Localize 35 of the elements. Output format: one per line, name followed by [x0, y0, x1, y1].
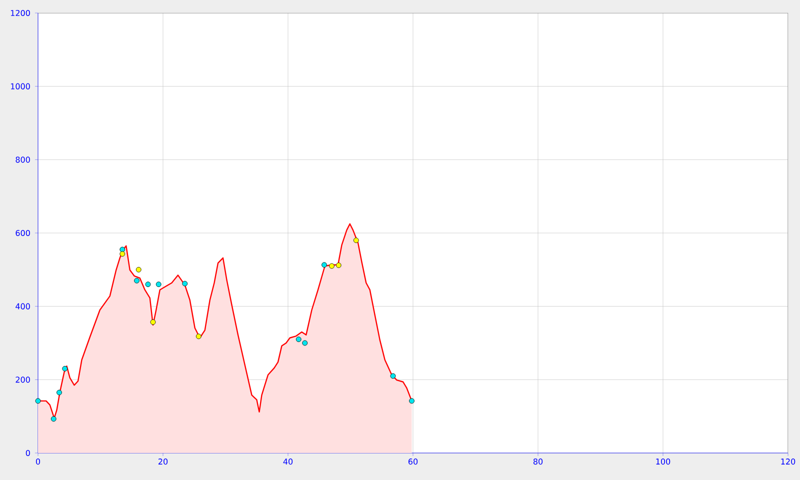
y-tick-label: 400	[16, 303, 30, 310]
point	[156, 282, 162, 288]
x-tick-label: 100	[656, 458, 670, 465]
point	[120, 246, 126, 252]
point	[182, 280, 188, 286]
point	[409, 398, 414, 404]
point	[120, 251, 126, 257]
point	[196, 334, 202, 340]
point	[145, 282, 151, 288]
point	[136, 266, 142, 272]
point	[302, 340, 308, 346]
y-tick-label: 200	[16, 376, 30, 383]
y-tick-label: 600	[16, 230, 30, 236]
point	[134, 278, 140, 284]
point	[56, 390, 62, 396]
point	[329, 263, 334, 269]
y-tick-label: 1000	[10, 83, 30, 90]
x-tick-label: 80	[533, 458, 543, 465]
point	[296, 336, 302, 342]
y-tick-label: 1200	[10, 10, 30, 16]
point	[150, 319, 156, 325]
point	[390, 373, 396, 379]
point	[353, 238, 359, 244]
point	[62, 366, 68, 372]
x-tick-label: 0	[36, 458, 40, 465]
point	[336, 262, 342, 268]
x-tick-label: 20	[158, 458, 168, 465]
point	[322, 262, 327, 268]
y-tick-label: 0	[26, 450, 30, 456]
point	[50, 416, 56, 422]
point	[35, 398, 41, 404]
y-tick-label: 800	[16, 156, 30, 163]
x-tick-label: 60	[408, 458, 418, 465]
x-tick-label: 40	[283, 458, 293, 465]
x-tick-label: 120	[781, 458, 796, 465]
